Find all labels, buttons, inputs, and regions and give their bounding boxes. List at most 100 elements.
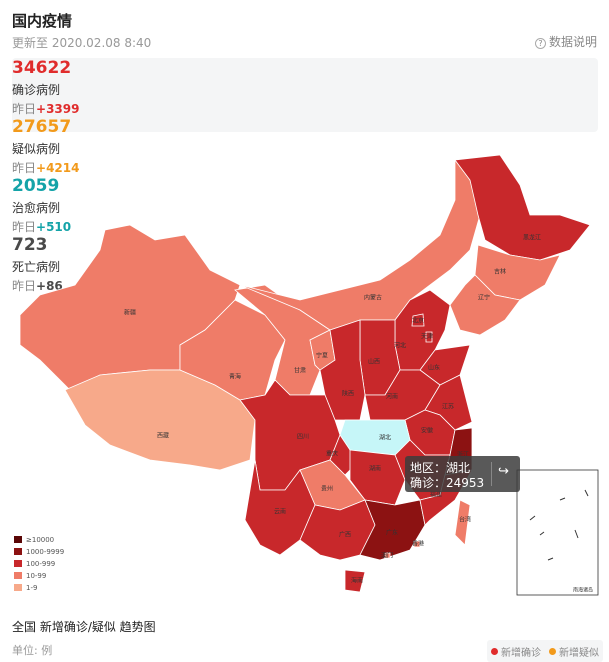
share-icon[interactable]: ↪	[498, 464, 509, 479]
region	[359, 499, 426, 561]
stat-value: 723	[12, 235, 48, 255]
tooltip-confirmed: 确诊：24953	[410, 476, 485, 490]
legend-label: ≥10000	[26, 536, 54, 544]
region-label: 内蒙古	[364, 294, 382, 302]
stat-label: 疑似病例	[12, 142, 61, 156]
stat: 34622 确诊病例昨日+3399	[12, 58, 598, 117]
region-label: 浙江	[457, 451, 469, 459]
region	[454, 154, 591, 261]
region-label: 甘肃	[294, 367, 306, 375]
region	[411, 313, 425, 327]
region	[449, 274, 521, 336]
tooltip-region: 地区：湖北	[410, 461, 471, 475]
region	[425, 331, 433, 343]
region	[454, 499, 471, 546]
unit: 单位: 例	[12, 644, 53, 657]
stat: 2059 治愈病例昨日+510	[12, 176, 598, 235]
legend-label: 新增疑似	[559, 647, 599, 659]
region-label: 云南	[274, 508, 286, 516]
region-label: 北京	[412, 317, 424, 325]
stat-delta: 昨日+86	[12, 277, 598, 294]
stat-value: 27657	[12, 117, 72, 137]
legend-item: 新增疑似	[549, 644, 599, 659]
delta-value: +510	[36, 220, 72, 234]
delta-prefix: 昨日	[12, 279, 37, 293]
region-label: 海南	[351, 577, 363, 585]
help-link[interactable]: ? 数据说明	[534, 33, 597, 50]
region-label: 黑龙江	[523, 234, 541, 242]
trend-legend: 新增确诊 新增疑似	[487, 640, 603, 662]
legend-swatch	[14, 548, 22, 555]
region-label: 香港	[412, 540, 424, 548]
region-label: 天津	[421, 334, 433, 341]
region-label: 河南	[386, 393, 398, 401]
region	[384, 552, 391, 559]
legend-label: 1000-9999	[26, 548, 64, 556]
region-label: 陕西	[342, 390, 354, 398]
trend-title: 全国 新增确诊/疑似 趋势图	[12, 620, 156, 634]
delta-value: +3399	[36, 102, 80, 116]
region-label: 河北	[394, 342, 406, 350]
region-label: 广东	[386, 529, 398, 537]
region-label: 湖北	[379, 434, 391, 442]
region-label: 江苏	[442, 403, 454, 411]
region-label: 福建	[430, 491, 442, 499]
region-label: 青海	[229, 373, 241, 381]
legend-item: 新增确诊	[491, 644, 541, 659]
stat: 27657 疑似病例昨日+4214	[12, 117, 598, 176]
stat: 723 死亡病例昨日+86	[12, 235, 598, 294]
stat-delta: 昨日+510	[12, 218, 598, 235]
region-label: 澳门	[381, 552, 393, 560]
region-label: 西藏	[157, 432, 169, 440]
region-label: 山东	[428, 364, 440, 372]
inset-label: 南海诸岛	[573, 587, 593, 594]
delta-value: +4214	[36, 161, 80, 175]
region-label: 新疆	[124, 309, 136, 317]
legend-dot	[549, 647, 556, 655]
delta-prefix: 昨日	[12, 161, 37, 175]
legend-swatch	[14, 560, 22, 567]
region-label: 吉林	[494, 268, 506, 276]
delta-prefix: 昨日	[12, 220, 37, 234]
region-label: 广西	[339, 531, 351, 539]
legend-label: 100-999	[26, 560, 55, 568]
region-label: 贵州	[321, 485, 333, 493]
legend-label: 1-9	[26, 584, 37, 592]
region-label: 四川	[297, 434, 309, 441]
stat-label: 死亡病例	[12, 260, 61, 274]
delta-prefix: 昨日	[12, 102, 37, 116]
region	[413, 540, 421, 548]
help-text: 数据说明	[548, 35, 597, 49]
region-label: 辽宁	[478, 294, 490, 302]
stats-panel: 34622 确诊病例 昨日+3399 27657 疑似病例 昨日+4214 2059 治愈病例…	[12, 58, 598, 293]
stat-label: 确诊病例	[12, 83, 61, 97]
legend-label: 10-99	[26, 572, 46, 580]
stat-delta: 昨日+4214	[12, 159, 598, 176]
region-label: 台湾	[459, 516, 471, 524]
help-icon: ?	[534, 38, 546, 49]
inset-box	[516, 469, 599, 596]
legend-swatch	[14, 536, 22, 543]
region-label: 重庆	[326, 450, 338, 458]
tooltip: 地区：湖北 确诊：24953 ↪	[405, 456, 520, 492]
legend-label: 新增确诊	[501, 647, 541, 659]
legend-dot	[491, 647, 498, 655]
region	[344, 569, 366, 593]
inset-islands	[529, 489, 589, 561]
stat-value: 34622	[12, 58, 72, 78]
update-time: 更新至 2020.02.08 8:40	[12, 36, 152, 50]
legend-swatch	[14, 572, 22, 579]
legend-swatch	[14, 584, 22, 591]
region-label: 安徽	[421, 427, 433, 435]
title: 国内疫情	[12, 12, 73, 30]
region-label: 山西	[368, 358, 380, 366]
region-label: 宁夏	[316, 352, 328, 360]
stat-label: 治愈病例	[12, 201, 61, 215]
region-label: 湖南	[369, 465, 381, 473]
region	[64, 369, 256, 471]
delta-value: +86	[36, 279, 63, 293]
stat-value: 2059	[12, 176, 60, 196]
stat-delta: 昨日+3399	[12, 100, 598, 117]
